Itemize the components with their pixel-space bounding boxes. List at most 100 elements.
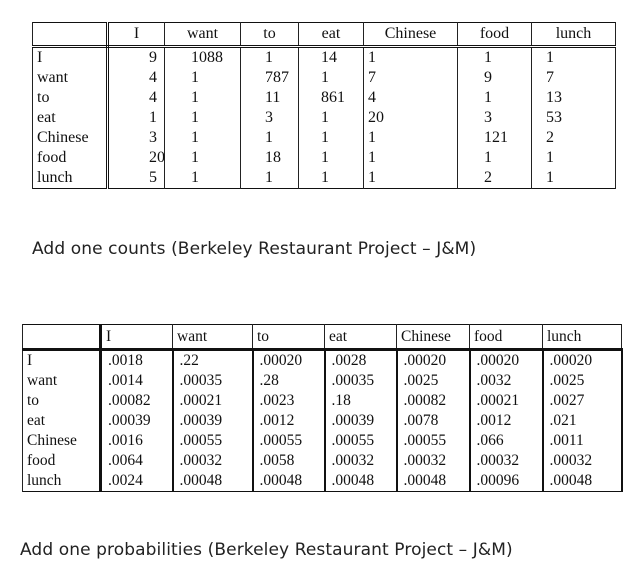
corner-cell — [22, 324, 102, 351]
table-cell: .021 — [541, 411, 623, 431]
table-row: Chinese .0016.00055.00055.00055.00055.066… — [22, 431, 623, 451]
table-cell: .00055 — [171, 431, 254, 451]
table-cell: .22 — [171, 349, 254, 371]
table-cell: 1 — [164, 148, 241, 168]
table-cell: .0058 — [251, 451, 326, 471]
table-cell: 1088 — [164, 46, 241, 68]
row-header: Chinese — [32, 128, 109, 148]
column-header: want — [164, 22, 241, 48]
table-cell: 2 — [531, 128, 616, 148]
table-row: want .0014.00035.28.00035.0025.0032.0025 — [22, 371, 623, 391]
table-cell: 5 — [107, 168, 165, 189]
table-cell: .00039 — [99, 411, 174, 431]
column-header: eat — [324, 324, 397, 351]
table-cell: .00048 — [251, 471, 326, 492]
table-cell: .00032 — [468, 451, 544, 471]
table-cell: 20 — [363, 108, 458, 128]
column-header: lunch — [531, 22, 616, 48]
table-cell: .00020 — [468, 349, 544, 371]
table-cell: 3 — [240, 108, 299, 128]
table-cell: 53 — [531, 108, 616, 128]
table-cell: 18 — [240, 148, 299, 168]
row-header: lunch — [32, 168, 109, 189]
table-cell: .0016 — [99, 431, 174, 451]
table-cell: .00055 — [251, 431, 326, 451]
table-cell: 1 — [164, 128, 241, 148]
table-cell: 1 — [363, 168, 458, 189]
table-cell: .0078 — [395, 411, 471, 431]
table-cell: 1 — [457, 148, 532, 168]
table-cell: 13 — [531, 88, 616, 108]
table-cell: 2 — [457, 168, 532, 189]
table-cell: .00055 — [395, 431, 471, 451]
row-header: Chinese — [22, 431, 102, 451]
table-cell: 1 — [240, 168, 299, 189]
table-cell: 1 — [164, 108, 241, 128]
table-cell: .00020 — [541, 349, 623, 371]
table-row: to .00082.00021.0023.18.00082.00021.0027 — [22, 391, 623, 411]
table-cell: 9 — [457, 68, 532, 88]
table-cell: 11 — [240, 88, 299, 108]
table-cell: .0027 — [541, 391, 623, 411]
corner-cell — [32, 22, 109, 48]
table-cell: 1 — [240, 128, 299, 148]
table-cell: .00048 — [171, 471, 254, 492]
table-row: I .0018.22.00020.0028.00020.00020.00020 — [22, 349, 623, 371]
table-cell: .00082 — [99, 391, 174, 411]
table-cell: 861 — [298, 88, 364, 108]
table-cell: 1 — [298, 128, 364, 148]
row-header: I — [22, 349, 102, 371]
table-cell: 1 — [531, 46, 616, 68]
table-cell: .00032 — [541, 451, 623, 471]
table-cell: 7 — [363, 68, 458, 88]
table-cell: .00048 — [323, 471, 398, 492]
table-cell: .0012 — [251, 411, 326, 431]
column-header: to — [240, 22, 299, 48]
table-cell: .18 — [323, 391, 398, 411]
row-header: I — [32, 46, 109, 68]
table-cell: 1 — [531, 148, 616, 168]
column-header: food — [457, 22, 532, 48]
table-cell: 1 — [107, 108, 165, 128]
table-cell: 7 — [531, 68, 616, 88]
row-header: food — [22, 451, 102, 471]
table-row: food .0064.00032.0058.00032.00032.00032.0… — [22, 451, 623, 471]
row-header: to — [22, 391, 102, 411]
table-cell: 4 — [107, 68, 165, 88]
table-cell: 14 — [298, 46, 364, 68]
table-cell: .0012 — [468, 411, 544, 431]
table-cell: .28 — [251, 371, 326, 391]
table-row: eat 1 1 3 1 20 3 53 — [32, 108, 616, 128]
column-header: want — [172, 324, 253, 351]
table-cell: 1 — [164, 168, 241, 189]
table-cell: .00032 — [395, 451, 471, 471]
table-cell: .00020 — [251, 349, 326, 371]
table-cell: 121 — [457, 128, 532, 148]
table-cell: 787 — [240, 68, 299, 88]
table-cell: .0023 — [251, 391, 326, 411]
table-cell: 1 — [298, 168, 364, 189]
table-cell: 3 — [457, 108, 532, 128]
table-cell: 1 — [164, 88, 241, 108]
table-cell: 3 — [107, 128, 165, 148]
table-cell: .00032 — [171, 451, 254, 471]
table-cell: 4 — [107, 88, 165, 108]
table-cell: 4 — [363, 88, 458, 108]
table-cell: 1 — [298, 68, 364, 88]
row-header: eat — [22, 411, 102, 431]
table-cell: .0011 — [541, 431, 623, 451]
table-cell: .00082 — [395, 391, 471, 411]
table-cell: .00048 — [395, 471, 471, 492]
row-header: food — [32, 148, 109, 168]
table-cell: 1 — [363, 128, 458, 148]
table-cell: .0018 — [99, 349, 174, 371]
table-cell: 1 — [457, 46, 532, 68]
column-header: Chinese — [363, 22, 458, 48]
row-header: want — [32, 68, 109, 88]
table-cell: 1 — [457, 88, 532, 108]
table-cell: .0028 — [323, 349, 398, 371]
table-cell: 9 — [107, 46, 165, 68]
